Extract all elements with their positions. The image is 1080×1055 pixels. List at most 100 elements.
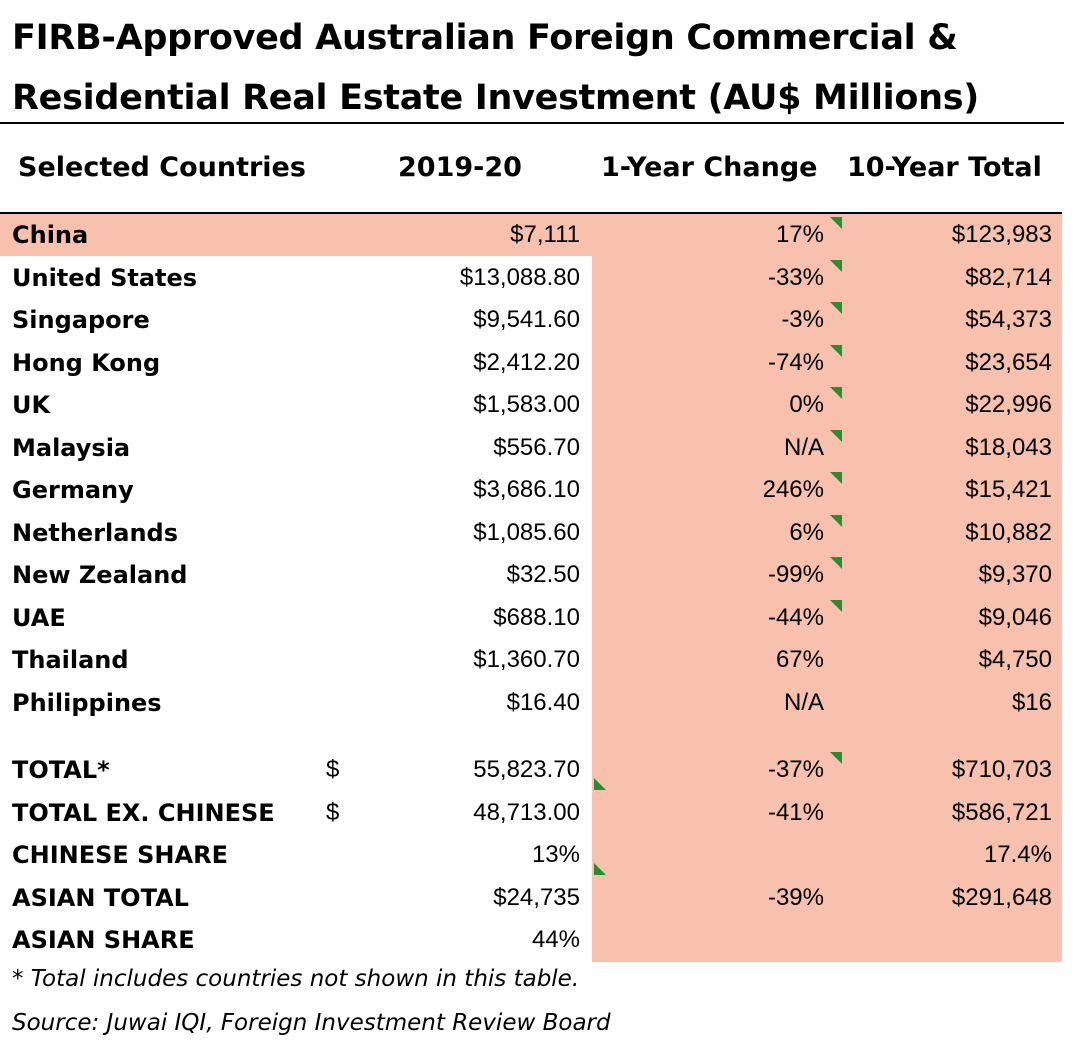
table-row-singapore: Singapore $9,541.60 -3% $54,373 bbox=[0, 299, 1062, 342]
year-value: $1,360.70 bbox=[473, 646, 580, 673]
table-row-philippines: Philippines $16.40 N/A $16 bbox=[0, 682, 1062, 725]
table-row-new-zealand: New Zealand $32.50 -99% $9,370 bbox=[0, 554, 1062, 597]
total-value: $4,750 bbox=[978, 646, 1052, 673]
title-line-1: FIRB-Approved Australian Foreign Commerc… bbox=[12, 18, 958, 58]
total-value: 17.4% bbox=[983, 841, 1052, 868]
summary-row-chinese-share: CHINESE SHARE 13% 17.4% bbox=[0, 834, 1062, 877]
summary-row-asian-total: ASIAN TOTAL $24,735 -39% $291,648 bbox=[0, 862, 1062, 920]
total-value: $54,373 bbox=[965, 306, 1052, 333]
year-value: 55,823.70 bbox=[473, 756, 580, 783]
header-divider bbox=[0, 212, 1062, 214]
change-value: -37% bbox=[767, 756, 824, 783]
summary-row-asian-share: ASIAN SHARE 44% bbox=[0, 919, 1062, 962]
year-value: $2,412.20 bbox=[473, 348, 580, 376]
country-name: Singapore bbox=[12, 306, 150, 334]
column-header-country: Selected Countries bbox=[18, 152, 306, 183]
change-value: N/A bbox=[783, 433, 824, 461]
year-value: $1,583.00 bbox=[473, 391, 580, 418]
highlighted-columns-shading bbox=[592, 214, 1062, 962]
total-value: $586,721 bbox=[951, 798, 1052, 826]
country-name: Malaysia bbox=[12, 433, 131, 462]
year-value: $3,686.10 bbox=[473, 476, 580, 503]
country-name: United States bbox=[12, 263, 198, 292]
comment-marker-icon bbox=[830, 557, 842, 569]
summary-row-total: TOTAL* $ 55,823.70 -37% $710,703 bbox=[0, 749, 1062, 792]
title-divider bbox=[0, 122, 1064, 124]
country-name: Hong Kong bbox=[12, 348, 161, 377]
year-value: $9,541.60 bbox=[473, 306, 580, 333]
change-value: -74% bbox=[767, 348, 824, 376]
year-value: $32.50 bbox=[506, 561, 580, 588]
year-value: $24,735 bbox=[493, 883, 580, 911]
summary-row-total-ex-chinese: TOTAL EX. CHINESE $ 48,713.00 -41% $586,… bbox=[0, 777, 1062, 835]
year-value: $688.10 bbox=[493, 603, 580, 631]
comment-marker-icon bbox=[830, 599, 842, 612]
change-value: -44% bbox=[767, 603, 824, 631]
data-table-body: China $7,111 17% $123,983 United States … bbox=[0, 214, 1062, 962]
change-value: -39% bbox=[767, 883, 824, 911]
column-header-change: 1-Year Change bbox=[601, 152, 818, 183]
total-value: $16 bbox=[1011, 688, 1052, 716]
total-value: $9,370 bbox=[978, 561, 1052, 588]
table-row-hong-kong: Hong Kong $2,412.20 -74% $23,654 bbox=[0, 342, 1062, 385]
table-row-germany: Germany $3,686.10 246% $15,421 bbox=[0, 469, 1062, 512]
currency-symbol: $ bbox=[326, 798, 340, 826]
total-value: $23,654 bbox=[965, 348, 1052, 376]
change-value: 246% bbox=[762, 476, 824, 503]
china-row-highlight bbox=[0, 214, 592, 256]
table-row-uae: UAE $688.10 -44% $9,046 bbox=[0, 597, 1062, 640]
change-value: 6% bbox=[789, 518, 824, 546]
footnote-total: * Total includes countries not shown in … bbox=[12, 966, 580, 992]
change-value: -41% bbox=[767, 798, 824, 826]
year-value: $1,085.60 bbox=[473, 518, 580, 546]
currency-symbol: $ bbox=[326, 756, 340, 783]
footnote-source: Source: Juwai IQI, Foreign Investment Re… bbox=[12, 1010, 611, 1036]
total-value: $9,046 bbox=[978, 603, 1052, 631]
table-row-united-states: United States $13,088.80 -33% $82,714 bbox=[0, 257, 1062, 300]
total-value: $291,648 bbox=[951, 883, 1052, 911]
title-line-2: Residential Real Estate Investment (AU$ … bbox=[12, 78, 979, 118]
total-value: $123,983 bbox=[951, 221, 1052, 248]
year-value: 13% bbox=[531, 841, 580, 868]
column-header-year: 2019-20 bbox=[398, 152, 522, 183]
country-name: UK bbox=[12, 391, 51, 419]
comment-marker-icon bbox=[830, 472, 842, 484]
comment-marker-icon bbox=[830, 259, 842, 272]
country-name: Philippines bbox=[12, 688, 162, 717]
total-value: $15,421 bbox=[965, 476, 1052, 503]
comment-marker-icon bbox=[830, 217, 842, 229]
summary-label: ASIAN TOTAL bbox=[12, 883, 189, 912]
change-value: N/A bbox=[783, 688, 824, 716]
country-name: Thailand bbox=[12, 646, 129, 674]
total-value: $710,703 bbox=[951, 756, 1052, 783]
comment-marker-icon bbox=[594, 777, 606, 790]
table-row-uk: UK $1,583.00 0% $22,996 bbox=[0, 384, 1062, 427]
comment-marker-icon bbox=[830, 514, 842, 527]
year-value: $13,088.80 bbox=[459, 263, 580, 291]
table-row-malaysia: Malaysia $556.70 N/A $18,043 bbox=[0, 427, 1062, 470]
total-value: $10,882 bbox=[965, 518, 1052, 546]
total-value: $22,996 bbox=[965, 391, 1052, 418]
column-header-total: 10-Year Total bbox=[847, 152, 1042, 183]
country-name: China bbox=[12, 221, 89, 249]
comment-marker-icon bbox=[830, 429, 842, 442]
total-value: $82,714 bbox=[965, 263, 1052, 291]
comment-marker-icon bbox=[830, 302, 842, 314]
country-name: New Zealand bbox=[12, 561, 188, 589]
table-row-china: China $7,111 17% $123,983 bbox=[0, 214, 1062, 257]
comment-marker-icon bbox=[830, 387, 842, 399]
comment-marker-icon bbox=[830, 752, 842, 764]
year-value: $556.70 bbox=[493, 433, 580, 461]
total-value: $18,043 bbox=[965, 433, 1052, 461]
comment-marker-icon bbox=[594, 862, 606, 875]
row-spacer bbox=[0, 724, 1062, 749]
summary-label: TOTAL* bbox=[12, 756, 110, 784]
year-value: 48,713.00 bbox=[473, 798, 580, 826]
change-value: 0% bbox=[789, 391, 824, 418]
summary-label: TOTAL EX. CHINESE bbox=[12, 798, 275, 827]
table-row-netherlands: Netherlands $1,085.60 6% $10,882 bbox=[0, 512, 1062, 555]
change-value: -33% bbox=[767, 263, 824, 291]
country-name: UAE bbox=[12, 603, 66, 632]
country-name: Germany bbox=[12, 476, 134, 504]
change-value: -99% bbox=[767, 561, 824, 588]
